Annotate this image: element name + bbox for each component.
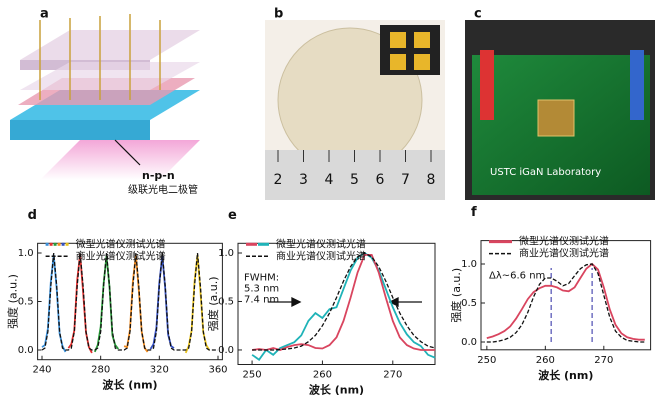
x-axis-label: 波长 (nm) <box>102 378 157 392</box>
panel-label: c <box>474 7 482 22</box>
x-axis-label: 波长 (nm) <box>538 368 593 382</box>
x-tick-label: 260 <box>536 355 555 366</box>
series-line <box>486 263 645 343</box>
y-tick-label: 0.5 <box>218 296 234 307</box>
series-line <box>486 262 645 341</box>
x-tick-label: 270 <box>594 355 613 366</box>
plot-frame <box>237 242 436 365</box>
annotation: FWHM: <box>244 272 279 283</box>
caption: 级联光电二极管 <box>128 183 198 196</box>
y-tick-label: 1.0 <box>461 259 477 270</box>
ruler-label: 8 <box>427 172 436 188</box>
y-tick-label: 1.0 <box>218 248 234 259</box>
legend-label: 微型光谱仪测试光谱 <box>76 237 166 250</box>
ruler-label: 5 <box>350 172 359 188</box>
y-tick-label: 0.0 <box>461 337 477 348</box>
x-tick-label: 240 <box>32 365 51 376</box>
x-tick-label: 320 <box>150 365 169 376</box>
x-axis-label: 波长 (nm) <box>309 383 364 397</box>
legend-label: 微型光谱仪测试光谱 <box>276 237 366 250</box>
panel-label: a <box>40 7 49 22</box>
y-tick-label: 1.0 <box>18 248 34 259</box>
panel-label: b <box>274 7 283 22</box>
y-tick-label: 0.0 <box>218 345 234 356</box>
x-tick-label: 250 <box>477 355 496 366</box>
legend-label: 商业光谱仪测试光谱 <box>76 249 166 262</box>
x-tick-label: 260 <box>313 370 332 381</box>
ruler-label: 4 <box>325 172 334 188</box>
x-tick-label: 250 <box>243 370 262 381</box>
panel-label: e <box>228 208 237 223</box>
arrows <box>268 296 422 308</box>
series-line <box>41 254 67 353</box>
y-tick-label: 0.0 <box>18 345 34 356</box>
y-axis-label: 强度 (a.u.) <box>206 277 220 332</box>
annotation: 5.3 nm <box>244 283 279 294</box>
ruler-label: 2 <box>274 172 283 188</box>
legend-label: 商业光谱仪测试光谱 <box>276 249 366 262</box>
ruler-label: 6 <box>376 172 385 188</box>
annotation: 7.4 nm <box>244 294 279 305</box>
series-line <box>93 255 120 353</box>
annotation: Δλ~6.6 nm <box>489 271 545 282</box>
x-tick-label: 280 <box>91 365 110 376</box>
x-tick-label: 270 <box>383 370 402 381</box>
plot-frame <box>480 240 652 351</box>
annotation: n-p-n <box>142 169 175 182</box>
ruler-label: 3 <box>299 172 308 188</box>
y-tick-label: 0.5 <box>461 298 477 309</box>
legend-label: 商业光谱仪测试光谱 <box>519 247 609 260</box>
panel-a: a n-p-n 级联光电二极管 <box>10 7 200 196</box>
ruler-label: 7 <box>401 172 410 188</box>
legend-label: 微型光谱仪测试光谱 <box>519 235 609 248</box>
series-line <box>149 255 175 350</box>
x-tick-label: 360 <box>208 365 227 376</box>
y-axis-label: 强度 (a.u.) <box>6 274 20 329</box>
series-line <box>41 252 218 351</box>
series-line <box>184 254 210 354</box>
series-line <box>123 254 149 353</box>
panel-label: f <box>471 205 477 220</box>
series-line <box>252 252 436 351</box>
y-axis-label: 强度 (a.u.) <box>449 268 463 323</box>
panel-label: d <box>28 208 37 223</box>
y-tick-label: 0.5 <box>18 297 34 308</box>
series-line <box>251 251 436 361</box>
series-line <box>67 253 93 354</box>
panel-c: c USTC iGaN Laboratory <box>465 7 655 200</box>
caption: USTC iGaN Laboratory <box>490 167 601 178</box>
